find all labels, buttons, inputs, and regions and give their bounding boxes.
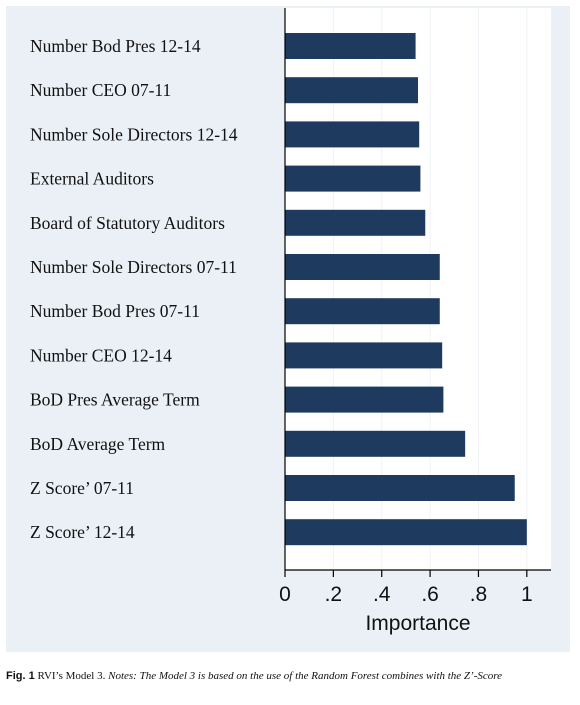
category-label: Number Bod Pres 07-11 <box>30 301 200 321</box>
x-tick-label: 1 <box>521 583 533 606</box>
figure-caption: Fig. 1 RVI’s Model 3. Notes: The Model 3… <box>6 669 574 684</box>
bar <box>285 121 420 148</box>
caption-title: RVI’s Model 3. <box>37 670 106 682</box>
bar <box>285 475 515 501</box>
bar <box>285 77 418 104</box>
bar <box>285 430 466 457</box>
caption-notes: Notes: The Model 3 is based on the use o… <box>108 670 503 682</box>
x-tick-label: .4 <box>373 583 391 606</box>
category-label: Number Sole Directors 12-14 <box>30 124 238 144</box>
bar <box>285 386 444 413</box>
x-tick-label: .8 <box>470 583 488 606</box>
category-label: Number CEO 07-11 <box>30 80 171 100</box>
category-label: Number Sole Directors 07-11 <box>30 257 237 277</box>
category-label: Z Score’ 12-14 <box>30 522 135 542</box>
bar <box>285 165 421 192</box>
bar <box>285 33 416 59</box>
category-label: Z Score’ 07-11 <box>30 478 134 498</box>
x-tick-label: .6 <box>421 583 439 606</box>
category-labels: Number Bod Pres 12-14 Number CEO 07-11 Num… <box>30 36 238 542</box>
category-label: Number Bod Pres 12-14 <box>30 36 201 56</box>
importance-bar-chart: Number Bod Pres 12-14 Number CEO 07-11 Num… <box>6 6 570 652</box>
category-label: BoD Pres Average Term <box>30 390 200 410</box>
category-label: Number CEO 12-14 <box>30 345 172 365</box>
bar <box>285 209 426 236</box>
x-axis-ticks: 0 .2 .4 .6 .8 1 <box>279 570 533 606</box>
bar <box>285 254 440 280</box>
x-axis-title: Importance <box>365 612 470 635</box>
figure-number: Fig. 1 <box>6 670 35 682</box>
bars <box>285 33 527 546</box>
bar <box>285 342 443 369</box>
x-tick-label: 0 <box>279 583 291 606</box>
x-tick-label: .2 <box>325 583 343 606</box>
category-label: External Auditors <box>30 169 154 189</box>
bar <box>285 298 440 325</box>
bar <box>285 519 527 546</box>
category-label: Board of Statutory Auditors <box>30 213 225 233</box>
category-label: BoD Average Term <box>30 434 166 454</box>
